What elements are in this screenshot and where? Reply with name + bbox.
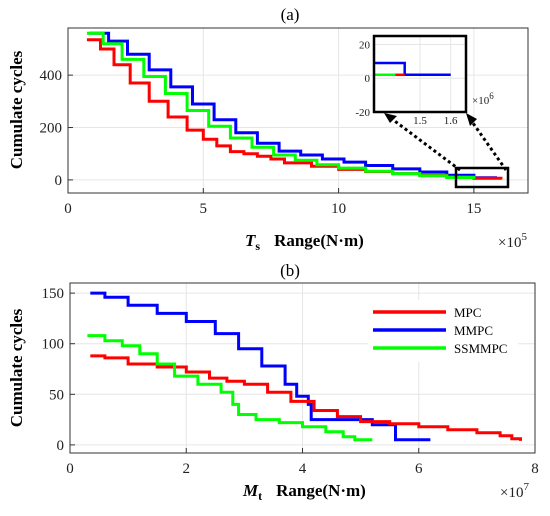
- panel-b-title: (b): [280, 261, 300, 280]
- panel-a-xlabel-text: Range(N·m): [274, 231, 364, 250]
- panel-a-axes-box: [67, 27, 529, 194]
- panel-a-x-multiplier-exp: 5: [521, 231, 527, 243]
- panel-b-xtick-label: 2: [183, 461, 191, 477]
- panel-b-xlabel-text: Range(N·m): [276, 481, 366, 500]
- inset-ytick-label: -20: [355, 107, 370, 119]
- zoom-arrowhead-right: [466, 113, 477, 126]
- panel-a-ytick-label: 200: [40, 121, 63, 137]
- panel-b-ytick-label: 0: [57, 438, 65, 454]
- panel-b-series-line-0: [90, 354, 522, 441]
- inset-xtick-label: 1.6: [444, 115, 458, 127]
- panel-a-series-line-1: [89, 31, 497, 180]
- panel-b-x-multiplier: ×107: [500, 481, 529, 501]
- panel-b-ytick-label: 50: [49, 387, 64, 403]
- panel-b-yticks: 0 50 100 150: [42, 286, 75, 454]
- inset-x-multiplier-exp: 6: [489, 91, 494, 101]
- panel-a-xtick-label: 10: [331, 201, 346, 217]
- panel-b: (b) 0 2 4 6 8 0 50 100 150 Cumulate cycles Mt Ra…: [7, 261, 539, 503]
- panel-b-xlabel: Mt Range(N·m): [242, 481, 366, 503]
- panel-b-xtick-label: 4: [299, 461, 307, 477]
- zoom-region-box: [454, 166, 510, 189]
- panel-a-xtick-label: 5: [200, 201, 208, 217]
- panel-b-ytick-label: 150: [42, 286, 65, 302]
- panel-a-xlabel: Ts Range(N·m): [245, 231, 364, 253]
- panel-b-xticks: 0 2 4 6 8: [66, 448, 539, 477]
- inset-frame: [372, 34, 468, 114]
- panel-a-title: (a): [281, 5, 300, 24]
- inset: 1.5 1.6 20 0 -20 ×106: [355, 34, 494, 127]
- panel-a-x-multiplier: ×105: [498, 231, 527, 251]
- zoom-arrow-left: [387, 114, 461, 172]
- inset-ticks: 1.5 1.6 20 0 -20: [355, 39, 458, 127]
- panel-b-xtick-label: 0: [66, 461, 74, 477]
- panel-a-x-multiplier-base: ×10: [498, 235, 521, 251]
- inset-series: [374, 61, 451, 77]
- panel-b-series-line-2: [87, 334, 373, 442]
- panel-b-xlabel-symbol: M: [242, 481, 259, 500]
- panel-b-xlabel-sub: t: [258, 489, 262, 503]
- inset-series-line-0: [374, 61, 451, 77]
- panel-a-xtick-label: 0: [64, 201, 72, 217]
- panel-b-x-multiplier-base: ×10: [500, 485, 523, 501]
- panel-a-xtick-label: 15: [466, 201, 481, 217]
- panel-b-ylabel: Cumulate cycles: [7, 308, 26, 427]
- inset-ytick-label: 0: [365, 73, 371, 85]
- panel-a-xlabel-symbol: T: [245, 231, 256, 250]
- panel-a-xlabel-sub: s: [255, 239, 260, 253]
- panel-b-series-line-1: [90, 291, 431, 442]
- panel-b-xtick-label: 8: [531, 461, 539, 477]
- inset-x-multiplier: ×106: [472, 91, 494, 107]
- panel-a-ytick-label: 400: [40, 68, 63, 84]
- panel-b-x-multiplier-exp: 7: [523, 481, 529, 493]
- panel-b-ytick-label: 100: [42, 337, 65, 353]
- inset-ytick-label: 20: [359, 39, 371, 51]
- panel-a-ytick-label: 0: [55, 173, 63, 189]
- panel-a-xticks: 0 5 10 15: [64, 188, 481, 217]
- panel-b-series: [87, 291, 522, 442]
- legend-label-ssmmpc: SSMMPC: [454, 341, 507, 356]
- panel-a-series: [86, 31, 503, 180]
- panel-a-ylabel: Cumulate cycles: [7, 50, 26, 169]
- legend-label-mpc: MPC: [454, 305, 481, 320]
- inset-x-multiplier-base: ×10: [472, 95, 490, 107]
- zoom-arrow-right: [466, 115, 508, 171]
- legend-label-mmpc: MMPC: [454, 323, 493, 338]
- inset-xtick-label: 1.5: [413, 115, 427, 127]
- panel-b-xtick-label: 6: [415, 461, 423, 477]
- panel-a-yticks: 0 200 400: [40, 68, 73, 189]
- panel-a-series-line-2: [86, 31, 476, 179]
- zoom-arrowhead-left: [384, 113, 397, 123]
- legend: MPC MMPC SSMMPC: [368, 300, 518, 362]
